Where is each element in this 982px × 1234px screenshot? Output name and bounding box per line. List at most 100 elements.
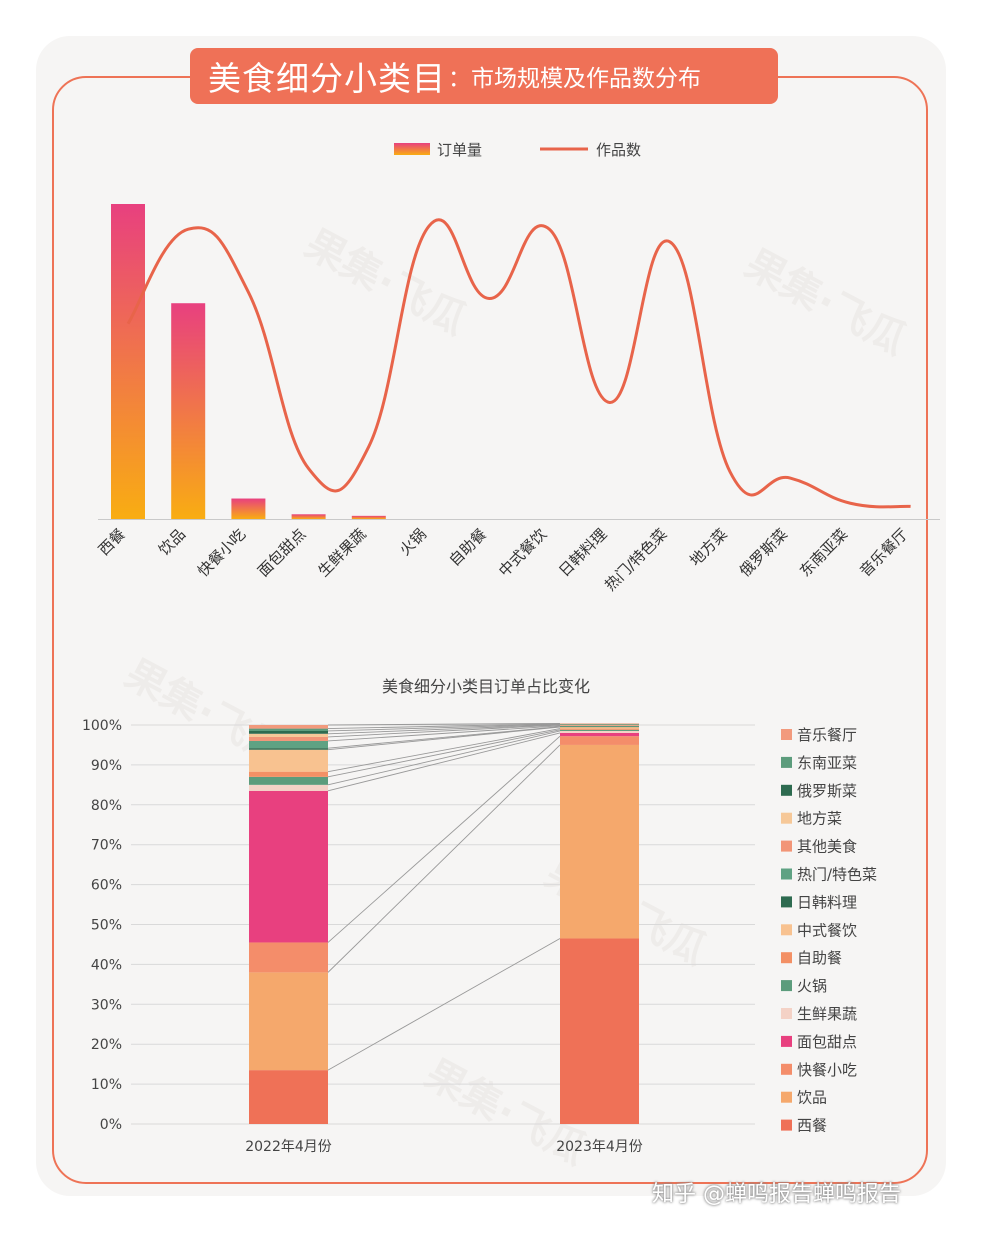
legend-label: 音乐餐厅: [797, 726, 857, 744]
series-connector: [327, 744, 561, 973]
bar: [171, 303, 206, 519]
legend-label: 西餐: [797, 1117, 827, 1135]
y-tick-label: 50%: [91, 918, 122, 934]
y-tick-label: 0%: [100, 1117, 122, 1133]
chart-title: 美食细分小类目订单占比变化: [382, 677, 590, 696]
stack-segment: [249, 776, 328, 785]
stack-segment: [249, 728, 328, 731]
legend-swatch: [781, 1008, 792, 1019]
stack-segment: [560, 938, 639, 1124]
legend-swatch: [781, 896, 792, 908]
y-tick-label: 90%: [91, 758, 122, 774]
stack-segment: [560, 732, 639, 737]
bar: [231, 498, 266, 519]
legend-label: 热门/特色菜: [797, 866, 877, 884]
stack-segment: [249, 790, 328, 943]
series-connector: [327, 938, 561, 1071]
series-connector: [327, 728, 561, 773]
line-series: [126, 218, 911, 509]
y-tick-label: 80%: [91, 798, 122, 814]
series-connector: [327, 724, 561, 735]
bar: [111, 204, 145, 519]
y-tick-label: 30%: [91, 997, 122, 1013]
legend-label: 饮品: [797, 1089, 827, 1107]
stack-segment: [249, 725, 328, 729]
y-tick-label: 70%: [91, 838, 122, 854]
series-connector: [327, 732, 561, 792]
stack-segment: [560, 723, 639, 724]
legend-swatch: [781, 840, 792, 852]
series-connector: [327, 724, 561, 738]
series-connector: [327, 723, 561, 730]
banner-title: 美食细分小类目: [208, 59, 446, 98]
stack-segment: [560, 729, 639, 731]
y-tick-label: 100%: [82, 718, 122, 734]
stack-segment: [560, 725, 639, 727]
legend-label: 地方菜: [797, 810, 842, 828]
stack-segment: [249, 972, 328, 1071]
stack-segment: [249, 784, 328, 791]
legend-swatch: [781, 980, 792, 992]
stack-segment: [249, 740, 328, 749]
banner-subtitle: ：市场规模及作品数分布: [448, 66, 701, 92]
stack-segment: [560, 724, 639, 726]
x-tick-label: 2023年4月份: [556, 1139, 643, 1155]
stack-segment: [560, 728, 639, 730]
y-tick-label: 20%: [91, 1037, 122, 1053]
bar: [291, 514, 326, 519]
legend-swatch: [781, 1091, 792, 1103]
legend-label: 作品数: [596, 141, 641, 159]
legend-label: 日韩料理: [797, 893, 857, 911]
stack-segment: [249, 730, 328, 734]
legend-label: 火锅: [797, 977, 827, 995]
stack-segment: [249, 748, 328, 750]
legend-swatch: [781, 1035, 792, 1047]
stack-segment: [249, 733, 328, 737]
stack-segment: [560, 723, 639, 725]
legend-swatch: [781, 729, 792, 740]
legend-swatch: [781, 952, 792, 964]
legend-label: 自助餐: [797, 949, 842, 967]
series-connector: [327, 726, 561, 749]
legend-swatch: [781, 784, 792, 796]
series-connector: [327, 729, 561, 778]
legend-label: 俄罗斯菜: [797, 782, 857, 800]
x-tick-label: 2022年4月份: [245, 1139, 332, 1155]
legend-swatch-bar: [394, 143, 430, 155]
stack-segment: [560, 736, 639, 745]
series-connector: [327, 722, 561, 726]
legend-swatch: [781, 812, 792, 824]
y-tick-label: 40%: [91, 957, 122, 973]
legend-label: 生鲜果蔬: [797, 1005, 857, 1023]
stack-segment: [560, 730, 639, 733]
legend-label: 其他美食: [797, 838, 857, 856]
stack-segment: [249, 1070, 328, 1124]
stack-segment: [249, 942, 328, 973]
y-tick-label: 60%: [91, 878, 122, 894]
series-connector: [327, 726, 561, 751]
series-connector: [327, 735, 561, 943]
y-tick-label: 10%: [91, 1077, 122, 1093]
stack-segment: [560, 726, 639, 728]
title-banner: 美食细分小类目 ：市场规模及作品数分布: [190, 48, 778, 104]
series-connector: [327, 725, 561, 742]
series-connector: [327, 730, 561, 786]
legend-swatch: [781, 868, 792, 880]
legend-label: 东南亚菜: [797, 754, 857, 772]
legend-label: 快餐小吃: [797, 1061, 857, 1079]
bar: [351, 515, 386, 519]
legend-label: 面包甜点: [797, 1033, 857, 1051]
stack-segment: [560, 726, 639, 729]
legend-swatch: [781, 1063, 792, 1075]
footer-credit: 知乎 @蝉鸣报告蝉鸣报告: [652, 1182, 901, 1207]
legend-label: 订单量: [437, 141, 482, 159]
stack-segment: [249, 736, 328, 741]
legend-label: 中式餐饮: [797, 921, 857, 939]
stack-segment: [560, 724, 639, 725]
stack-segment: [249, 749, 328, 772]
series-connector: [327, 723, 561, 732]
stack-segment: [249, 771, 328, 777]
legend-swatch: [781, 756, 792, 768]
